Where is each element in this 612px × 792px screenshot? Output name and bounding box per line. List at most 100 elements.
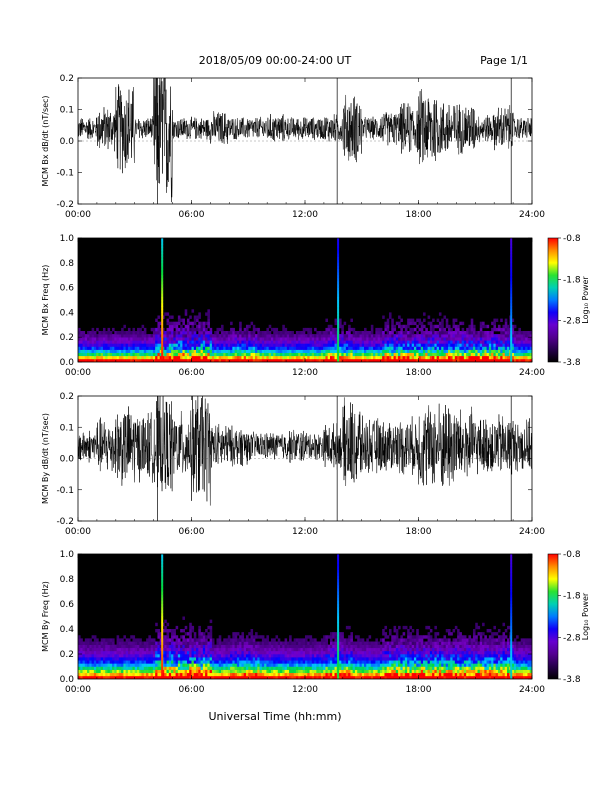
spectrogram-cell — [248, 657, 251, 661]
spectrogram-cell — [230, 343, 233, 347]
spectrogram-cell — [386, 644, 390, 649]
spectrogram-cell — [112, 647, 115, 652]
spectrogram-cell — [93, 663, 97, 667]
spectrogram-cell — [123, 358, 126, 362]
spectrogram-cell — [472, 340, 476, 344]
spectrogram-cell — [457, 331, 460, 335]
spectrogram-cell — [125, 660, 129, 664]
event-stripe — [337, 337, 340, 341]
spectrogram-cell — [398, 657, 401, 661]
spectrogram-cell — [184, 657, 188, 661]
spectrogram-cell — [180, 340, 183, 344]
spectrogram-cell — [289, 666, 292, 670]
spectrogram-cell — [245, 327, 249, 332]
spectrogram-cell — [379, 358, 383, 362]
spectrogram-cell — [429, 660, 433, 664]
event-stripe — [337, 284, 340, 288]
spectrogram-cell — [98, 346, 101, 350]
event-stripe — [337, 250, 340, 254]
spectrogram-cell — [239, 657, 242, 661]
spectrogram-cell — [393, 629, 397, 633]
spectrogram-cell — [516, 358, 519, 362]
spectrogram-cell — [348, 650, 351, 655]
spectrogram-cell — [384, 654, 388, 658]
spectrogram-cell — [384, 666, 388, 670]
spectrogram-cell — [78, 641, 81, 645]
spectrogram-cell — [243, 355, 247, 360]
event-stripe — [161, 284, 164, 288]
spectrogram-cell — [522, 331, 526, 335]
spectrogram-cell — [277, 352, 281, 357]
spectrogram-cell — [270, 346, 274, 350]
spectrogram-cell — [118, 660, 122, 664]
spectrogram-cell — [386, 349, 390, 353]
spectrogram-cell — [291, 343, 294, 347]
spectrogram-cell — [132, 663, 136, 667]
spectrogram-cell — [245, 650, 249, 655]
spectrogram-cell — [180, 355, 183, 360]
spectrogram-cell — [80, 641, 83, 645]
spectrogram-cell — [325, 340, 328, 344]
spectrogram-cell — [78, 635, 81, 639]
spectrogram-cell — [309, 355, 313, 360]
spectrogram-cell — [404, 675, 408, 679]
spectrogram-cell — [259, 346, 263, 350]
spectrogram-cell — [200, 349, 204, 353]
spectrogram-cell — [486, 334, 490, 338]
spectrogram-cell — [350, 644, 353, 649]
spectrogram-cell — [137, 327, 140, 332]
spectrogram-cell — [468, 337, 472, 341]
spectrogram-cell — [289, 346, 292, 350]
spectrogram-cell — [416, 340, 419, 344]
spectrogram-cell — [513, 352, 517, 357]
spectrogram-cell — [332, 635, 335, 639]
spectrogram-cell — [182, 647, 185, 652]
spectrogram-cell — [184, 312, 188, 316]
spectrogram-cell — [463, 346, 467, 350]
spectrogram-cell — [307, 654, 310, 658]
spectrogram-cell — [520, 358, 524, 362]
spectrogram-cell — [87, 343, 90, 347]
spectrogram-cell — [332, 647, 335, 652]
spectrogram-cell — [89, 358, 92, 362]
spectrogram-cell — [248, 632, 251, 636]
spectrogram-cell — [368, 355, 372, 360]
event-stripe — [337, 340, 340, 344]
spectrogram-cell — [352, 675, 356, 679]
spectrogram-cell — [500, 355, 503, 360]
spectrogram-cell — [245, 647, 249, 652]
spectrogram-cell — [357, 352, 360, 357]
spectrogram-cell — [334, 672, 338, 677]
spectrogram-cell — [182, 660, 185, 664]
spectrogram-cell — [398, 321, 401, 326]
spectrogram-cell — [377, 675, 381, 679]
spectrogram-cell — [416, 337, 419, 341]
spectrogram-cell — [404, 650, 408, 655]
spectrogram-cell — [80, 337, 83, 341]
spectrogram-cell — [96, 657, 99, 661]
spectrogram-cell — [266, 343, 269, 347]
spectrogram-cell — [261, 669, 265, 674]
spectrogram-cell — [334, 327, 338, 332]
spectrogram-cell — [438, 358, 442, 362]
spectrogram-cell — [314, 669, 317, 674]
spectrogram-cell — [411, 666, 415, 670]
spectrogram-cell — [484, 334, 487, 338]
spectrogram-cell — [252, 352, 256, 357]
spectrogram-cell — [420, 641, 424, 645]
spectrogram-cell — [159, 346, 163, 350]
spectrogram-cell — [223, 647, 226, 652]
spectrogram-cell — [429, 321, 433, 326]
spectrogram-cell — [516, 355, 519, 360]
spectrogram-cell — [214, 331, 217, 335]
spectrogram-cell — [466, 657, 469, 661]
spectrogram-cell — [448, 355, 451, 360]
spectrogram-cell — [452, 675, 456, 679]
spectrogram-cell — [479, 343, 483, 347]
spectrogram-cell — [270, 327, 274, 332]
spectrogram-cell — [420, 358, 424, 362]
spectrogram-cell — [205, 647, 208, 652]
spectrogram-cell — [293, 358, 297, 362]
spectrogram-cell — [357, 334, 360, 338]
spectrogram-cell — [132, 635, 136, 639]
